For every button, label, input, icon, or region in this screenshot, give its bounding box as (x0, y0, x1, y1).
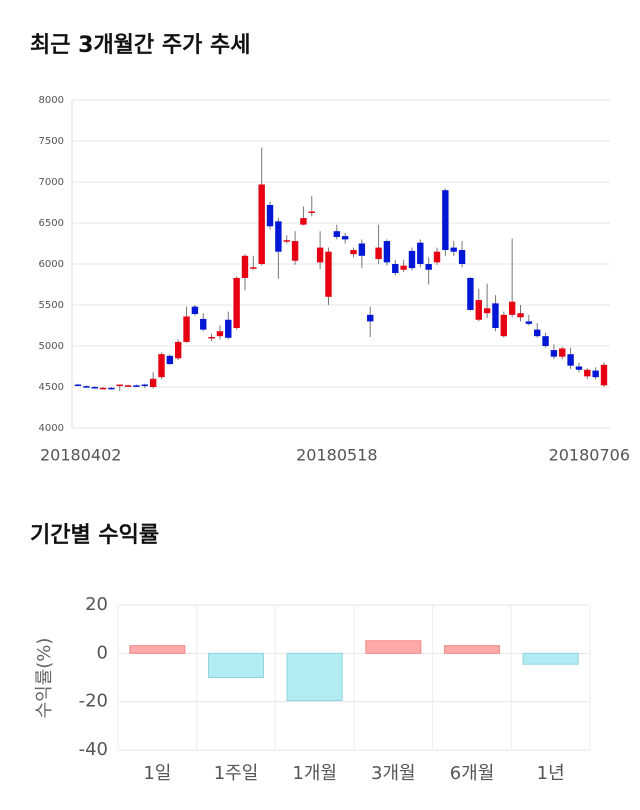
candle-body (233, 277, 240, 328)
bar (365, 640, 422, 654)
candle-body (559, 348, 566, 357)
candle-body (542, 336, 549, 346)
candle-body (225, 319, 232, 338)
y-axis-label: 수익률(%) (34, 638, 55, 719)
y-tick-label: 20 (85, 594, 108, 615)
candle-body (133, 385, 140, 387)
candle-body (275, 221, 282, 252)
candle-body (567, 354, 574, 366)
candle-body (166, 355, 174, 365)
bar (129, 645, 186, 654)
candle-body (417, 242, 424, 264)
candle-body (584, 369, 591, 377)
candle-body (183, 316, 190, 342)
candle-body (266, 204, 274, 227)
candle-body (483, 308, 491, 314)
chart-title: 최근 3개월간 주가 추세 (30, 33, 250, 58)
candle-body (425, 264, 432, 270)
candle-body (99, 387, 107, 390)
candle-body (375, 247, 382, 260)
candle-body (600, 364, 608, 386)
candle-body (383, 241, 391, 263)
x-tick-label: 1개월 (292, 763, 337, 784)
candle-body (592, 370, 599, 378)
candle-body (149, 378, 157, 387)
candle-body (517, 313, 524, 318)
candle-body (458, 250, 466, 264)
candle-body (241, 255, 249, 278)
candle-body (200, 318, 207, 330)
y-tick-label: -40 (79, 739, 108, 760)
y-tick-label: 4500 (39, 382, 64, 393)
candle-body (216, 331, 224, 337)
candle-body (333, 231, 341, 237)
y-tick-label: 5000 (39, 341, 64, 352)
candle-body (300, 218, 307, 225)
x-tick-label: 1일 (143, 763, 171, 784)
y-tick-label: 7000 (39, 177, 64, 188)
candle-body (392, 264, 399, 274)
candle-body (433, 251, 441, 263)
candle-body (291, 241, 299, 261)
candle-body (442, 190, 449, 251)
y-tick-label: 8000 (39, 95, 64, 106)
candle-body (316, 247, 324, 263)
y-tick-label: 5500 (39, 300, 64, 311)
candle-body (174, 341, 182, 359)
candle-body (83, 386, 90, 388)
candle-body (500, 314, 508, 337)
candle-body (74, 384, 82, 387)
x-tick-label: 1주일 (214, 763, 259, 784)
candle-body (475, 300, 482, 320)
candle-body (116, 384, 123, 387)
candle-body (325, 251, 332, 297)
bar (207, 652, 265, 678)
candle-body (550, 350, 558, 357)
candle-body (141, 384, 148, 387)
x-tick-label: 20180402 (40, 446, 121, 465)
candle-body (367, 314, 374, 322)
y-tick-label: 7500 (39, 136, 64, 147)
bar (522, 652, 579, 665)
candle-body (208, 336, 215, 339)
candle-body (358, 243, 366, 256)
candle-body (91, 387, 98, 389)
chart-title: 기간별 수익률 (30, 523, 159, 548)
candle-body (350, 250, 357, 255)
x-tick-label: 1년 (537, 763, 565, 784)
candle-body (508, 301, 516, 315)
y-tick-label: -20 (79, 691, 108, 712)
candle-body (525, 321, 533, 324)
x-tick-label: 3개월 (371, 763, 416, 784)
candle-body (191, 306, 199, 315)
x-tick-label: 6개월 (450, 763, 495, 784)
bar (286, 652, 343, 701)
x-tick-label: 20180706 (549, 446, 630, 465)
candle-body (575, 366, 583, 370)
candle-body (341, 236, 349, 240)
y-tick-label: 4000 (39, 423, 64, 434)
candle-body (408, 250, 416, 269)
candle-body (400, 265, 407, 270)
candle-body (308, 211, 315, 214)
candle-body (250, 267, 257, 269)
candle-body (492, 303, 499, 328)
candle-body (534, 329, 541, 337)
candle-body (108, 387, 115, 390)
candle-body (283, 240, 290, 242)
candle-body (158, 354, 165, 378)
x-tick-label: 20180518 (296, 446, 377, 465)
bar (443, 645, 501, 654)
candle-body (258, 184, 265, 264)
y-tick-label: 0 (97, 642, 108, 663)
y-tick-label: 6500 (39, 218, 64, 229)
candle-body (124, 385, 132, 387)
candle-body (450, 247, 457, 252)
candle-body (467, 277, 474, 310)
y-tick-label: 6000 (39, 259, 64, 270)
